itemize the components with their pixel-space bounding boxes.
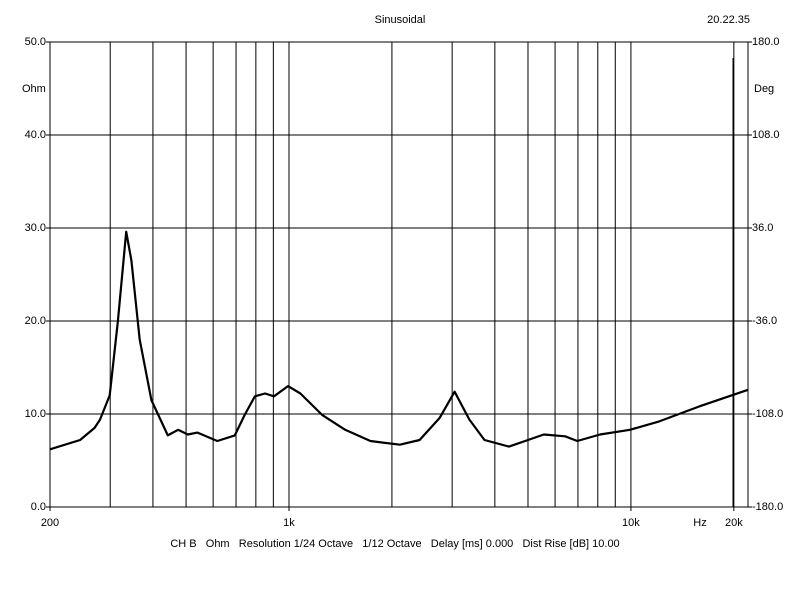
y-tick-label: 40.0 <box>25 129 46 141</box>
y2-tick-label: -108.0 <box>752 408 783 420</box>
y2-tick-label: 36.0 <box>752 222 773 234</box>
x-axis-label: Hz <box>693 517 706 529</box>
y-tick-label: 20.0 <box>25 315 46 327</box>
x-tick-label: 10k <box>622 517 640 529</box>
x-tick-label: 200 <box>41 517 59 529</box>
y-tick-label: 30.0 <box>25 222 46 234</box>
y2-axis-label: Deg <box>754 83 774 95</box>
chart-title: Sinusoidal <box>375 14 426 26</box>
caption: CH B Ohm Resolution 1/24 Octave 1/12 Oct… <box>170 538 619 550</box>
y-tick-label: 0.0 <box>31 501 46 513</box>
x-tick-label: 20k <box>725 517 743 529</box>
timestamp: 20.22.35 <box>707 14 750 26</box>
y-tick-label: 50.0 <box>25 36 46 48</box>
y-tick-label: 10.0 <box>25 408 46 420</box>
y2-tick-label: -180.0 <box>752 501 783 513</box>
plot-frame <box>49 41 749 508</box>
y2-tick-label: -36.0 <box>752 315 777 327</box>
x-tick-label: 1k <box>283 517 295 529</box>
y-axis-label: Ohm <box>22 83 46 95</box>
y2-tick-label: 108.0 <box>752 129 780 141</box>
y2-tick-label: 180.0 <box>752 36 780 48</box>
impedance-curve <box>49 230 749 451</box>
